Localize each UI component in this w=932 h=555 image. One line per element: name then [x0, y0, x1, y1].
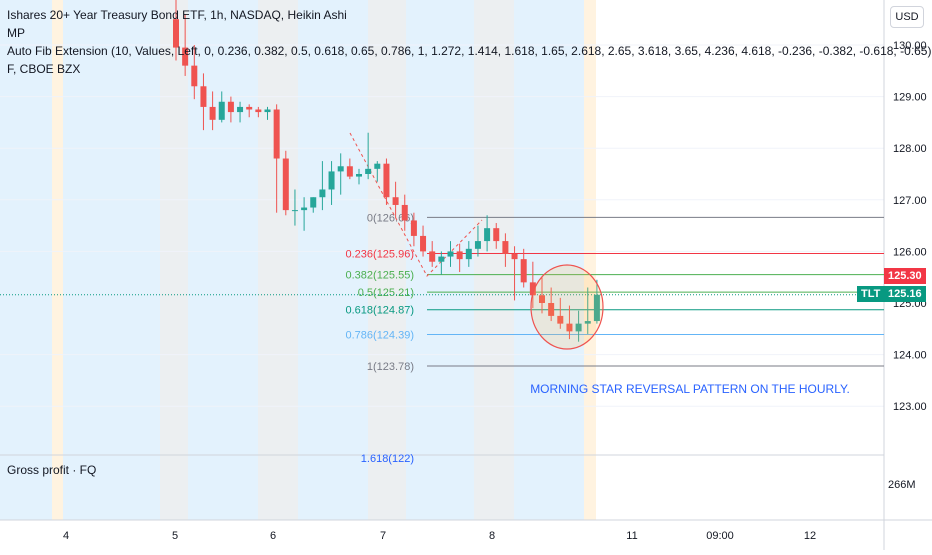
lower-pane-title[interactable]: Gross profit · FQ	[7, 463, 97, 477]
time-axis-label: 12	[804, 530, 816, 542]
candle-body	[566, 323, 573, 332]
candle-body	[319, 189, 326, 198]
indicator-legend-source[interactable]: F, CBOE BZX	[7, 62, 81, 76]
candle-body	[392, 197, 399, 205]
session-shade	[584, 0, 596, 520]
time-axis-label: 09:00	[706, 530, 734, 542]
candle-body	[420, 235, 427, 252]
session-shade	[298, 0, 368, 520]
lower-pane-axis-label: 266M	[888, 479, 916, 491]
candle-body	[356, 174, 362, 177]
time-axis-label: 8	[489, 530, 495, 542]
candle-body	[557, 315, 564, 324]
price-axis-label: 127.00	[893, 195, 927, 207]
candle-body	[447, 251, 454, 257]
candle-body	[209, 106, 216, 120]
candle-body	[310, 197, 317, 208]
candle-body	[374, 163, 381, 169]
time-axis-label: 6	[270, 530, 276, 542]
session-shade	[160, 0, 188, 520]
candle-body	[410, 220, 417, 236]
candle-body	[429, 251, 436, 262]
fib-level-label: 1.618(122)	[361, 453, 414, 465]
candle-body	[173, 19, 179, 48]
currency-button[interactable]: USD	[890, 6, 924, 28]
candle-body	[182, 47, 189, 66]
fib-trend-line	[349, 132, 483, 277]
level-price-tag: 125.30	[884, 268, 926, 284]
candle-body	[529, 282, 536, 296]
time-axis-label: 4	[63, 530, 69, 542]
candle-body	[539, 295, 545, 303]
time-axis-label: 7	[380, 530, 386, 542]
candle-body	[465, 248, 472, 260]
symbol-tag: TLT	[857, 286, 886, 302]
candle-body	[301, 207, 308, 211]
pattern-highlight-ellipse	[530, 264, 604, 350]
price-axis-label: 124.00	[893, 350, 927, 362]
price-axis-label: 130.00	[893, 40, 927, 52]
candle-body	[383, 163, 390, 198]
candle-body	[502, 241, 509, 254]
time-axis-label: 5	[172, 530, 178, 542]
candle-body	[520, 259, 527, 283]
price-axis-label: 128.00	[893, 143, 927, 155]
fib-level-label: 0.618(124.87)	[346, 305, 415, 317]
candle-body	[401, 204, 408, 221]
time-axis-label: 11	[626, 530, 637, 542]
indicator-legend-fib[interactable]: Auto Fib Extension (10, Values, Left, 0,…	[7, 44, 932, 58]
candle-body	[218, 101, 225, 120]
session-shade	[52, 0, 63, 520]
annotation-text: MORNING STAR REVERSAL PATTERN ON THE HOU…	[530, 382, 850, 396]
candle-body	[511, 253, 518, 260]
candle-body	[337, 166, 344, 172]
candle-body	[365, 168, 372, 174]
candle-body	[264, 109, 271, 113]
candle-body	[227, 101, 234, 113]
session-shade	[474, 0, 514, 520]
candle-body	[438, 256, 445, 262]
candle-body	[328, 171, 335, 190]
candle-body	[575, 323, 582, 332]
candle-body	[456, 251, 463, 260]
session-shade	[0, 0, 52, 520]
candle-body	[593, 294, 600, 322]
candle-body	[346, 166, 353, 177]
session-shade	[188, 0, 258, 520]
chart-legend-title[interactable]: Ishares 20+ Year Treasury Bond ETF, 1h, …	[7, 8, 347, 22]
fib-level-label: 0.236(125.96)	[346, 248, 415, 260]
candle-body	[484, 228, 491, 242]
candle-body	[246, 106, 253, 110]
last-price-tag: 125.16	[884, 286, 926, 302]
price-axis-label: 129.00	[893, 92, 927, 104]
candle-body	[474, 241, 481, 249]
candle-body	[548, 303, 555, 316]
price-axis-label: 126.00	[893, 246, 927, 258]
candle-body	[282, 158, 289, 211]
candle-body	[237, 106, 244, 113]
fib-level-label: 0.5(125.21)	[358, 287, 414, 299]
session-shade	[368, 0, 406, 520]
candle-body	[273, 109, 280, 159]
candle-body	[255, 109, 262, 113]
fib-level-label: 0.382(125.55)	[346, 270, 415, 282]
session-shade	[63, 0, 160, 520]
candle-body	[191, 65, 198, 87]
candle-body	[493, 228, 500, 242]
candle-body	[291, 210, 298, 212]
session-shade	[258, 0, 298, 520]
fib-level-label: 1(123.78)	[367, 361, 414, 373]
candle-body	[200, 86, 207, 107]
price-axis-label: 123.00	[893, 401, 927, 413]
fib-level-label: 0.786(124.39)	[346, 329, 415, 341]
candle-body	[584, 321, 591, 324]
indicator-legend-mp[interactable]: MP	[7, 26, 25, 40]
